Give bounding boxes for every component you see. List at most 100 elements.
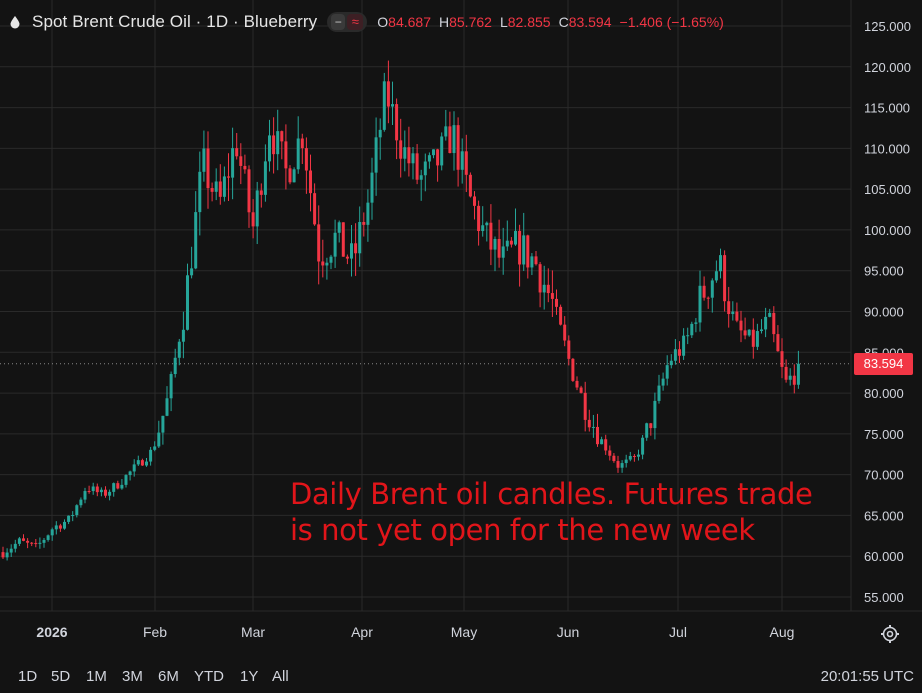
candle-body bbox=[698, 285, 702, 323]
low-label: L bbox=[499, 14, 508, 30]
candle-body bbox=[567, 340, 571, 359]
candle-body bbox=[649, 423, 653, 429]
candle-body bbox=[751, 329, 755, 347]
timeframe-5d[interactable]: 5D bbox=[51, 668, 71, 685]
symbol-title[interactable]: Spot Brent Crude Oil · 1D · Blueberry bbox=[32, 12, 318, 31]
candle-body bbox=[300, 138, 304, 149]
candle-body bbox=[140, 460, 144, 466]
symbol-header[interactable]: Spot Brent Crude Oil · 1D · Blueberry − … bbox=[8, 8, 724, 36]
candle-body bbox=[13, 543, 17, 549]
candle-body bbox=[337, 222, 341, 233]
time-tick-label: 2026 bbox=[36, 624, 67, 640]
candle-body bbox=[661, 378, 665, 386]
candle-body bbox=[190, 268, 194, 276]
candle-body bbox=[132, 464, 136, 472]
candle-body bbox=[358, 222, 362, 254]
candle-body bbox=[304, 148, 308, 171]
candle-body bbox=[489, 222, 493, 250]
candle-body bbox=[366, 202, 370, 225]
candle-body bbox=[198, 171, 202, 213]
candle-body bbox=[42, 539, 46, 543]
candle-body bbox=[665, 365, 669, 379]
candle-body bbox=[317, 224, 321, 262]
timeframe-1y[interactable]: 1Y bbox=[240, 668, 259, 685]
candle-body bbox=[149, 449, 153, 462]
candle-body bbox=[284, 141, 288, 169]
candle-body bbox=[181, 329, 185, 342]
minus-icon[interactable]: − bbox=[331, 14, 346, 30]
candle-body bbox=[104, 489, 107, 496]
candle-body bbox=[235, 148, 239, 157]
candle-body bbox=[423, 161, 427, 176]
timeframe-3m[interactable]: 3M bbox=[122, 668, 143, 685]
timeframe-6m[interactable]: 6M bbox=[158, 668, 179, 685]
timeframe-1m[interactable]: 1M bbox=[86, 668, 107, 685]
candle-body bbox=[686, 335, 690, 337]
wave-icon[interactable]: ≈ bbox=[347, 14, 364, 30]
candle-body bbox=[444, 126, 448, 137]
indicator-toggle[interactable]: − ≈ bbox=[327, 12, 368, 32]
candle-body bbox=[473, 196, 476, 206]
candle-body bbox=[690, 323, 694, 336]
candle-body bbox=[596, 426, 599, 445]
open-value: 84.687 bbox=[388, 14, 431, 30]
candle-body bbox=[30, 542, 34, 544]
ohlc-readout: O84.687 H85.762 L82.855 C83.594 −1.406 (… bbox=[377, 14, 724, 30]
candle-body bbox=[620, 463, 624, 468]
candle-body bbox=[362, 222, 366, 225]
timeframe-ytd[interactable]: YTD bbox=[194, 668, 224, 685]
candle-body bbox=[534, 256, 538, 265]
candle-body bbox=[739, 320, 743, 331]
candle-body bbox=[612, 455, 616, 462]
candle-body bbox=[657, 385, 661, 401]
candle-body bbox=[268, 135, 271, 162]
candle-body bbox=[419, 175, 423, 180]
candle-body bbox=[350, 243, 353, 259]
candle-body bbox=[415, 153, 419, 180]
gear-icon[interactable] bbox=[880, 624, 900, 644]
timeframe-1d[interactable]: 1D bbox=[18, 668, 38, 685]
time-tick-label: Mar bbox=[241, 624, 265, 640]
high-label: H bbox=[438, 14, 450, 30]
candle-body bbox=[727, 301, 731, 315]
candle-body bbox=[653, 400, 657, 429]
candle-body bbox=[38, 542, 42, 544]
time-axis[interactable]: 2026 Feb Mar Apr May Jun Jul Aug bbox=[36, 624, 794, 640]
candle-body bbox=[263, 161, 267, 195]
candle-body bbox=[608, 450, 612, 456]
candle-body bbox=[153, 446, 157, 450]
candle-body bbox=[764, 316, 768, 330]
candle-body bbox=[177, 341, 181, 358]
candle-body bbox=[313, 193, 317, 225]
price-tick-label: 80.000 bbox=[864, 386, 904, 401]
candle-body bbox=[251, 212, 255, 227]
candle-body bbox=[796, 363, 800, 385]
candle-body bbox=[477, 205, 481, 232]
candle-body bbox=[116, 483, 120, 489]
change-value: −1.406 (−1.65%) bbox=[619, 14, 724, 30]
time-tick-label: Jun bbox=[557, 624, 580, 640]
candle-body bbox=[382, 81, 386, 130]
candle-body bbox=[22, 538, 25, 541]
candle-body bbox=[75, 505, 79, 516]
candle-body bbox=[173, 357, 177, 375]
candle-body bbox=[694, 322, 698, 324]
candle-body bbox=[501, 246, 505, 258]
candle-body bbox=[645, 423, 649, 438]
price-axis[interactable]: 55.00060.00065.00070.00075.00080.00085.0… bbox=[864, 19, 911, 605]
grid-lines bbox=[0, 0, 851, 611]
candle-body bbox=[514, 230, 517, 245]
candle-body bbox=[600, 439, 604, 445]
close-value: 83.594 bbox=[568, 14, 612, 30]
candle-body bbox=[399, 140, 403, 159]
time-tick-label: Feb bbox=[143, 624, 167, 640]
timeframe-all[interactable]: All bbox=[272, 668, 289, 685]
candle-body bbox=[743, 330, 747, 336]
candle-body bbox=[624, 459, 628, 464]
last-price-label: 83.594 bbox=[854, 353, 913, 375]
candle-body bbox=[5, 552, 9, 558]
candle-body bbox=[67, 515, 71, 522]
candle-body bbox=[255, 190, 259, 227]
candle-body bbox=[407, 147, 411, 164]
